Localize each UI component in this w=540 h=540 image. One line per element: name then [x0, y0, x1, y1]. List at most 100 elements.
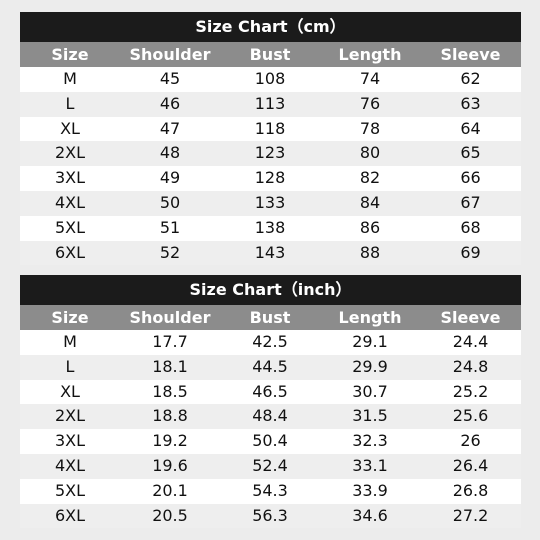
header-row: Size Shoulder Bust Length Sleeve	[20, 42, 521, 67]
cell-length: 88	[359, 242, 381, 262]
cell-shoulder: 19.2	[152, 431, 188, 451]
cell-length: 74	[359, 69, 381, 88]
cell-shoulder: 20.1	[152, 480, 188, 500]
cell-bust: 48.4	[252, 406, 288, 426]
table-row: XL 18.5 46.5 30.7 25.2	[20, 379, 521, 405]
chart-title: Size Chart（cm）	[20, 12, 521, 42]
cell-bust: 118	[254, 118, 286, 138]
cell-size: 6XL	[54, 505, 86, 525]
cell-bust: 44.5	[252, 356, 288, 376]
cell-shoulder: 52	[159, 242, 181, 262]
cell-sleeve: 63	[460, 93, 481, 113]
cell-sleeve: 25.2	[452, 381, 489, 401]
cell-bust: 42.5	[252, 332, 288, 351]
cell-length: 33.9	[352, 480, 388, 500]
header-bust: Bust	[249, 308, 291, 327]
table-row: M 17.7 42.5 29.1 24.4	[20, 330, 521, 355]
cell-sleeve: 26.4	[452, 455, 489, 475]
cell-shoulder: 18.5	[152, 381, 188, 401]
cell-length: 84	[359, 192, 381, 212]
cell-sleeve: 25.6	[452, 406, 489, 426]
cell-size: 4XL	[54, 455, 86, 475]
cell-sleeve: 65	[460, 143, 481, 163]
cell-length: 29.9	[352, 356, 388, 376]
cell-shoulder: 19.6	[152, 455, 188, 475]
cell-size: M	[63, 69, 77, 88]
cell-sleeve: 64	[460, 118, 481, 138]
size-chart-cm: Size Chart（cm） Size Shoulder Bust Length…	[20, 12, 521, 266]
cell-shoulder: 17.7	[152, 332, 188, 351]
cell-bust: 123	[254, 143, 286, 163]
cell-size: 4XL	[54, 192, 86, 212]
cell-length: 76	[359, 93, 381, 113]
cell-bust: 56.3	[252, 505, 288, 525]
cell-shoulder: 49	[159, 168, 181, 188]
cell-sleeve: 27.2	[452, 505, 489, 525]
cell-shoulder: 20.5	[152, 505, 188, 525]
header-size: Size	[51, 308, 89, 327]
cell-shoulder: 45	[159, 69, 181, 88]
header-size: Size	[51, 45, 89, 64]
cell-size: 6XL	[54, 242, 86, 262]
cell-sleeve: 26.8	[452, 480, 489, 500]
cell-sleeve: 26	[460, 431, 481, 451]
table-row: L 18.1 44.5 29.9 24.8	[20, 354, 521, 380]
cell-bust: 54.3	[252, 480, 288, 500]
cell-length: 34.6	[352, 505, 388, 525]
header-sleeve: Sleeve	[440, 45, 501, 64]
cell-size: 3XL	[54, 431, 86, 451]
header-bust: Bust	[249, 45, 291, 64]
table-row: XL 47 118 78 64	[20, 116, 521, 142]
cell-shoulder: 47	[159, 118, 181, 138]
cell-sleeve: 62	[460, 69, 481, 88]
table-row: 6XL 52 143 88 69	[20, 240, 521, 266]
cell-size: L	[65, 93, 75, 113]
cell-sleeve: 69	[460, 242, 481, 262]
cell-bust: 138	[254, 217, 286, 237]
cell-bust: 52.4	[252, 455, 288, 475]
cell-size: 2XL	[54, 406, 86, 426]
table-row: 6XL 20.5 56.3 34.6 27.2	[20, 503, 521, 529]
cell-shoulder: 46	[159, 93, 181, 113]
cell-size: 5XL	[54, 217, 86, 237]
cell-length: 86	[359, 217, 381, 237]
cell-bust: 46.5	[252, 381, 288, 401]
cell-bust: 113	[254, 93, 286, 113]
table-row: 5XL 20.1 54.3 33.9 26.8	[20, 478, 521, 504]
cell-length: 33.1	[352, 455, 388, 475]
cell-bust: 50.4	[252, 431, 288, 451]
cell-sleeve: 24.8	[452, 356, 489, 376]
table-row: 2XL 48 123 80 65	[20, 141, 521, 167]
cell-length: 31.5	[352, 406, 388, 426]
cell-length: 32.3	[352, 431, 388, 451]
cell-shoulder: 18.8	[152, 406, 188, 426]
size-chart-inch: Size Chart（inch） Size Shoulder Bust Leng…	[20, 275, 521, 529]
table-row: 5XL 51 138 86 68	[20, 215, 521, 241]
cell-size: M	[63, 332, 77, 351]
cell-bust: 143	[254, 242, 286, 262]
header-shoulder: Shoulder	[129, 45, 211, 64]
cell-shoulder: 18.1	[152, 356, 188, 376]
table-row: 3XL 19.2 50.4 32.3 26	[20, 429, 521, 454]
cell-length: 80	[359, 143, 381, 163]
cell-sleeve: 68	[460, 217, 481, 237]
cell-sleeve: 24.4	[452, 332, 489, 351]
table-row: M 45 108 74 62	[20, 67, 521, 92]
chart-title: Size Chart（inch）	[20, 275, 521, 305]
table-row: L 46 113 76 63	[20, 91, 521, 117]
cell-shoulder: 50	[159, 192, 181, 212]
header-row: Size Shoulder Bust Length Sleeve	[20, 305, 521, 330]
cell-size: XL	[60, 381, 80, 401]
cell-shoulder: 48	[159, 143, 181, 163]
cell-length: 29.1	[352, 332, 388, 351]
table-row: 4XL 50 133 84 67	[20, 190, 521, 216]
table-row: 3XL 49 128 82 66	[20, 166, 521, 191]
cell-bust: 133	[254, 192, 286, 212]
cell-size: L	[65, 356, 75, 376]
cell-size: 3XL	[54, 168, 86, 188]
table-row: 4XL 19.6 52.4 33.1 26.4	[20, 453, 521, 479]
cell-size: 5XL	[54, 480, 86, 500]
cell-length: 78	[359, 118, 381, 138]
header-length: Length	[338, 308, 402, 327]
cell-bust: 108	[254, 69, 286, 88]
